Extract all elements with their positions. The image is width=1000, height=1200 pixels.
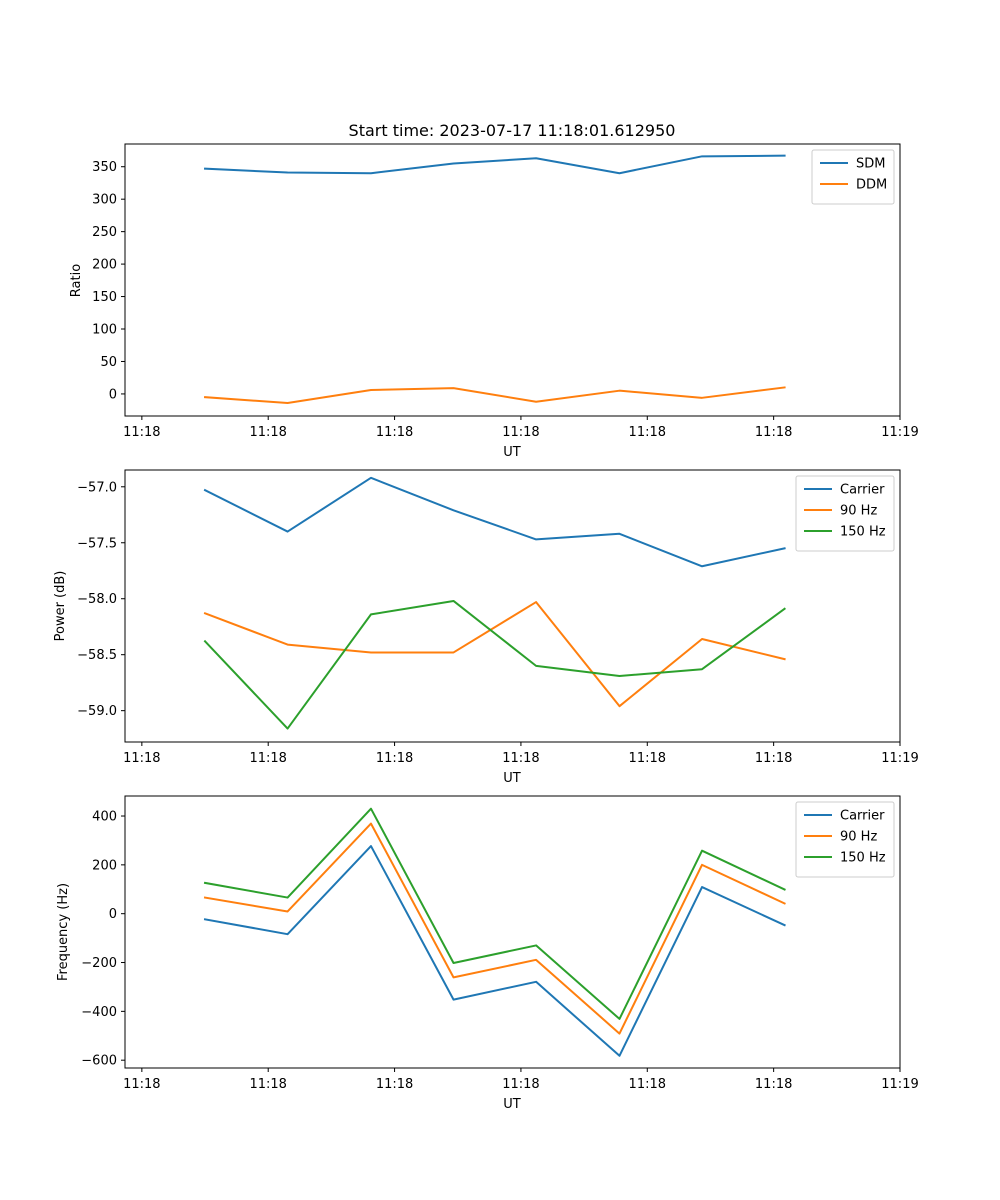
y-tick-label: 0 (109, 387, 117, 402)
y-axis-label: Frequency (Hz) (56, 883, 71, 981)
legend: Carrier 90 Hz 150 Hz (795, 801, 895, 878)
series-line-150-hz (203, 807, 786, 1020)
x-tick-label: 11:18 (123, 1077, 160, 1092)
x-tick-label: 11:19 (881, 425, 918, 440)
y-tick-label: −600 (81, 1054, 117, 1069)
y-tick-label: −400 (81, 1005, 117, 1020)
legend-label: SDM (856, 157, 885, 172)
legend: SDM DDM (811, 149, 895, 205)
y-tick-label: −57.0 (77, 480, 117, 495)
x-tick-label: 11:18 (502, 751, 539, 766)
y-tick-label: 350 (92, 160, 117, 175)
y-tick-label: 250 (92, 225, 117, 240)
ratio-plot-area: 0 50 100 150 200 250 300 350 11:18 11:18 11:18 11:1… (92, 143, 919, 440)
y-tick-label: 300 (92, 193, 117, 208)
x-tick-label: 11:18 (249, 751, 286, 766)
x-axis-label: UT (503, 771, 521, 786)
axes-frame (124, 143, 901, 417)
x-tick-label: 11:18 (629, 751, 666, 766)
x-tick-label: 11:18 (249, 425, 286, 440)
series-line-carrier (203, 476, 786, 568)
y-tick-label: 0 (109, 907, 117, 922)
x-axis-label: UT (503, 1097, 521, 1112)
legend: Carrier 90 Hz 150 Hz (795, 475, 895, 552)
x-tick-label: 11:18 (376, 425, 413, 440)
x-tick-label: 11:18 (249, 1077, 286, 1092)
y-tick-label: 50 (100, 355, 117, 370)
y-tick-label: 200 (92, 858, 117, 873)
x-tick-label: 11:18 (629, 1077, 666, 1092)
series-line-90-hz (203, 601, 786, 708)
y-tick-label: 100 (92, 323, 117, 338)
x-tick-label: 11:19 (881, 751, 918, 766)
series-line-150-hz (203, 599, 786, 730)
y-axis-label: Power (dB) (53, 571, 68, 642)
x-axis-label: UT (503, 445, 521, 460)
axes-frame (124, 795, 901, 1069)
x-tick-label: 11:18 (755, 425, 792, 440)
x-tick-label: 11:18 (376, 751, 413, 766)
x-tick-label: 11:18 (755, 751, 792, 766)
legend-label: Carrier (840, 483, 885, 498)
x-tick-label: 11:18 (502, 1077, 539, 1092)
power-panel: −59.0 −58.5 −58.0 −57.5 −57.0 11:18 11:18 11:18… (53, 469, 919, 786)
series-line-ddm (203, 386, 786, 405)
legend-label: 150 Hz (840, 525, 886, 540)
y-tick-label: −59.0 (77, 704, 117, 719)
power-plot-area: −59.0 −58.5 −58.0 −57.5 −57.0 11:18 11:18 11:18… (77, 469, 919, 766)
legend-box (795, 801, 895, 878)
y-tick-label: −58.5 (77, 648, 117, 663)
y-tick-label: −57.5 (77, 536, 117, 551)
y-tick-label: 400 (92, 810, 117, 825)
frequency-panel: −600 −400 −200 0 200 400 11:18 11:18 11:18 11:18 1… (56, 795, 919, 1112)
x-tick-label: 11:18 (123, 425, 160, 440)
legend-label: 150 Hz (840, 851, 886, 866)
y-tick-label: 150 (92, 290, 117, 305)
legend-label: DDM (856, 178, 887, 193)
y-tick-label: 200 (92, 258, 117, 273)
y-tick-label: −200 (81, 956, 117, 971)
x-tick-label: 11:18 (629, 425, 666, 440)
legend-box (795, 475, 895, 552)
axes-frame (124, 469, 901, 743)
frequency-plot-area: −600 −400 −200 0 200 400 11:18 11:18 11:18 11:18 1… (81, 795, 919, 1092)
x-tick-label: 11:18 (123, 751, 160, 766)
x-tick-label: 11:18 (755, 1077, 792, 1092)
series-line-carrier (203, 845, 786, 1057)
x-tick-label: 11:18 (502, 425, 539, 440)
chart-title: Start time: 2023-07-17 11:18:01.612950 (349, 121, 676, 140)
y-axis-label: Ratio (69, 264, 84, 297)
ratio-panel: Start time: 2023-07-17 11:18:01.612950 0… (69, 121, 919, 460)
legend-label: Carrier (840, 809, 885, 824)
series-line-90-hz (203, 822, 786, 1035)
legend-label: 90 Hz (840, 830, 877, 845)
y-tick-label: −58.0 (77, 592, 117, 607)
legend-label: 90 Hz (840, 504, 877, 519)
x-tick-label: 11:19 (881, 1077, 918, 1092)
x-tick-label: 11:18 (376, 1077, 413, 1092)
series-line-sdm (203, 154, 786, 175)
